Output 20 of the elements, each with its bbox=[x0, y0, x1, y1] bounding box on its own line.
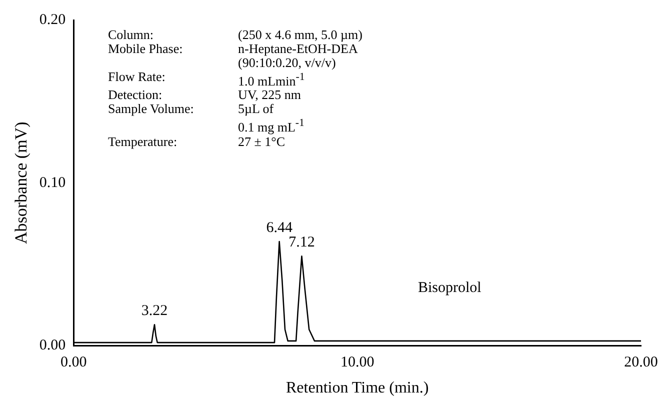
annotation: (90:10:0.20, v/v/v) bbox=[238, 55, 336, 70]
x-tick-label: 0.00 bbox=[60, 354, 87, 371]
y-tick-label: 0.00 bbox=[39, 338, 66, 354]
annotation: 6.44 bbox=[266, 220, 293, 236]
text: Flow Rate: 1.0 mLmin$^{-1}$ bbox=[108, 69, 305, 88]
x-tick-label: 10.00 bbox=[340, 354, 374, 371]
y-axis-title: Absorbance (mV) bbox=[12, 122, 31, 244]
x-tick-label: 20.00 bbox=[624, 354, 658, 371]
x-axis-title: Retention Time (min.) bbox=[286, 380, 429, 397]
annotation: 3.22 bbox=[141, 303, 168, 320]
text: Mobile Phase: n-Heptane-EtOH-DEA bbox=[108, 41, 358, 56]
text: Sample Volume: 5µL of bbox=[108, 101, 274, 116]
y-tick-label: 0.10 bbox=[39, 174, 66, 191]
annotation: Bisoprolol bbox=[418, 280, 482, 297]
annotation: 0.1 mg mL$^{-1}$ bbox=[238, 116, 306, 135]
y-tick-label: 0.20 bbox=[39, 12, 66, 28]
annotation: 7.12 bbox=[288, 234, 315, 251]
text: Column: (250 x 4.6 mm, 5.0 µm) bbox=[108, 27, 362, 42]
text: Temperature: 27 ± 1°C bbox=[108, 134, 286, 149]
text: Detection: UV, 225 nm bbox=[108, 87, 301, 102]
